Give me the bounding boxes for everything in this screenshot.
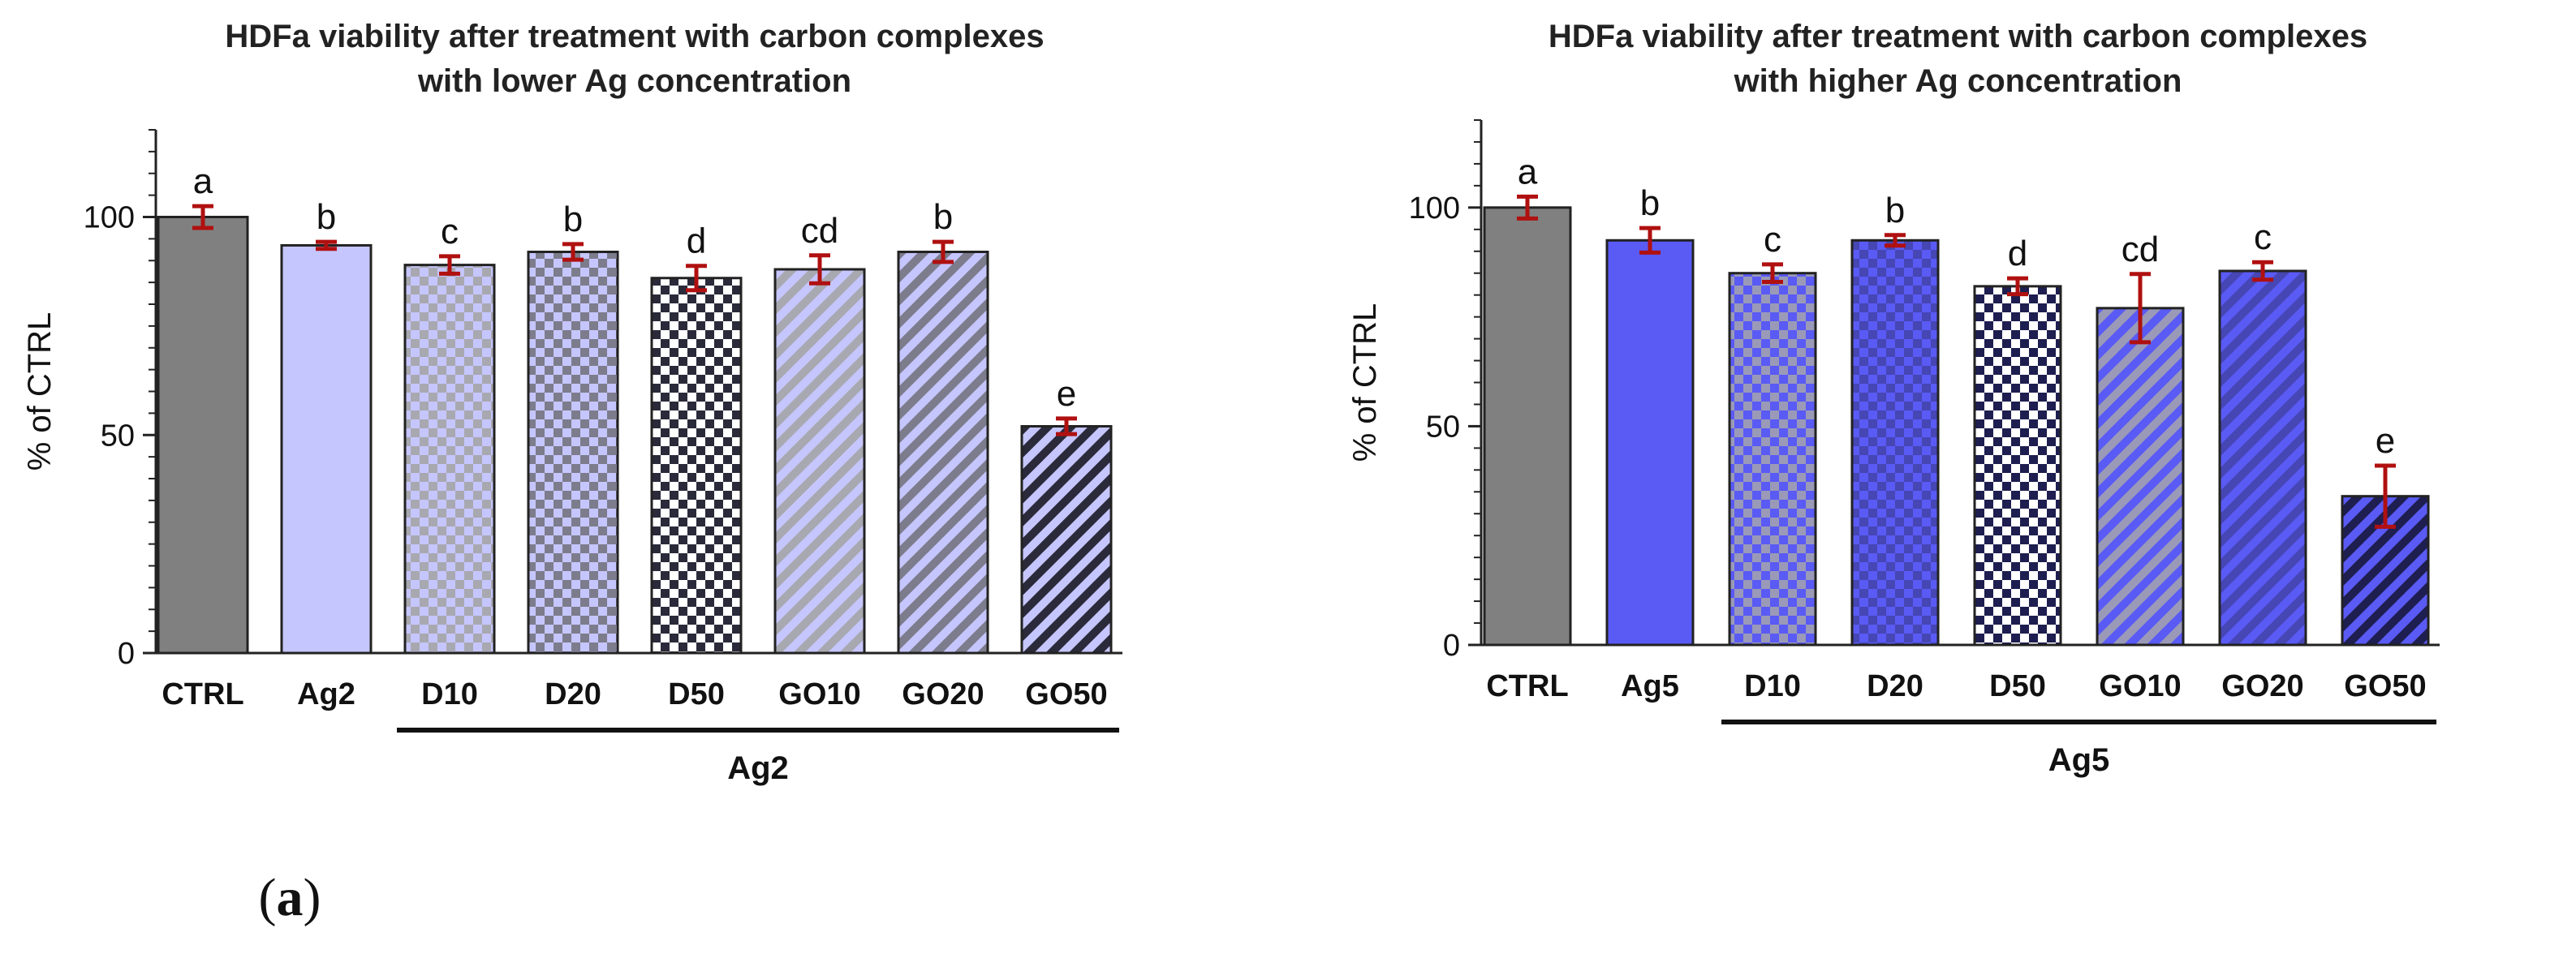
significance-label: cd — [801, 211, 838, 251]
bar-d20 — [527, 251, 619, 655]
x-tick-label: GO20 — [2221, 669, 2303, 703]
bar-ctrl — [157, 216, 249, 655]
x-tick-label: GO50 — [2344, 669, 2426, 703]
significance-label: c — [441, 212, 459, 251]
chart-title-line: HDFa viability after treatment with carb… — [225, 19, 1044, 54]
bar-ag2 — [280, 243, 373, 655]
significance-label: e — [1057, 374, 1076, 414]
x-tick-label: D50 — [1989, 669, 2046, 703]
bar-d20 — [1850, 238, 1940, 647]
y-tick-label: 50 — [101, 419, 135, 453]
bar-go50 — [1020, 425, 1113, 655]
y-tick-label: 100 — [1409, 191, 1460, 226]
x-tick-label: D20 — [545, 677, 601, 711]
chart-a: HDFa viability after treatment with carb… — [22, 19, 1122, 927]
x-tick-label: D20 — [1867, 669, 1923, 703]
bar-go10 — [2096, 307, 2185, 647]
x-tick-label: CTRL — [1486, 669, 1568, 703]
significance-label: d — [2008, 234, 2027, 273]
significance-label: b — [1885, 191, 1905, 230]
bar-d50 — [1973, 285, 2062, 647]
x-tick-label: GO10 — [778, 677, 860, 711]
x-tick-label: GO10 — [2099, 669, 2181, 703]
x-tick-label: GO20 — [902, 677, 984, 711]
y-tick-label: 50 — [1426, 410, 1460, 444]
bar-d10 — [403, 264, 496, 655]
x-tick-label: Ag5 — [1621, 669, 1679, 703]
bar-go20 — [2218, 269, 2307, 647]
significance-label: b — [1640, 183, 1660, 223]
significance-label: c — [2254, 217, 2272, 257]
x-tick-label: CTRL — [162, 677, 243, 711]
significance-label: d — [687, 221, 706, 261]
x-tick-label: Ag2 — [297, 677, 355, 711]
x-tick-label: D10 — [421, 677, 478, 711]
significance-label: e — [2376, 421, 2395, 461]
y-axis-label: % of CTRL — [22, 312, 58, 471]
x-tick-label: GO50 — [1025, 677, 1107, 711]
bar-go10 — [773, 268, 866, 655]
x-tick-label: D10 — [1744, 669, 1801, 703]
significance-label: b — [933, 197, 953, 237]
significance-label: c — [1764, 220, 1781, 260]
group-label: Ag2 — [727, 750, 789, 786]
significance-label: b — [317, 197, 336, 237]
y-tick-label: 100 — [84, 201, 135, 235]
y-tick-label: 0 — [118, 637, 135, 671]
chart-title-line: with higher Ag concentration — [1734, 63, 2182, 99]
bar-go20 — [897, 251, 989, 655]
chart-panel-b: HDFa viability after treatment with carb… — [911, 0, 2576, 950]
significance-label: a — [1518, 152, 1538, 191]
bar-d10 — [1728, 272, 1817, 647]
chart-title-line: HDFa viability after treatment with carb… — [1549, 19, 2367, 54]
x-tick-label: D50 — [668, 677, 725, 711]
bar-ag5 — [1605, 238, 1695, 647]
chart-b: HDFa viability after treatment with carb… — [911, 19, 2440, 927]
significance-label: a — [193, 161, 213, 201]
significance-label: cd — [2122, 230, 2159, 269]
bar-d50 — [650, 277, 743, 655]
bar-ctrl — [1483, 206, 1572, 647]
significance-label: b — [563, 200, 583, 239]
chart-panel-a: HDFa viability after treatment with carb… — [0, 0, 1288, 950]
chart-title-line: with lower Ag concentration — [417, 63, 851, 99]
panel-label: (a) — [259, 868, 321, 927]
y-tick-label: 0 — [1443, 629, 1460, 663]
group-label: Ag5 — [2048, 742, 2110, 778]
y-axis-label: % of CTRL — [1347, 303, 1383, 462]
